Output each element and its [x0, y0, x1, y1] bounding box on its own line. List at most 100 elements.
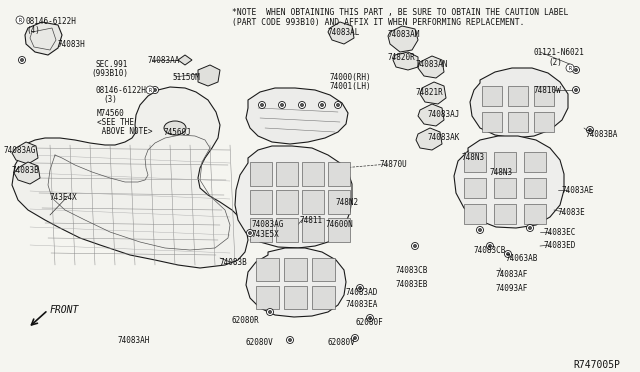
Text: 74811: 74811 — [300, 216, 323, 225]
Polygon shape — [312, 286, 335, 309]
Circle shape — [486, 243, 493, 250]
Polygon shape — [534, 112, 554, 132]
Circle shape — [575, 89, 577, 92]
Polygon shape — [198, 65, 220, 86]
Text: 62080F: 62080F — [355, 318, 383, 327]
Text: 743E4X: 743E4X — [50, 193, 77, 202]
Ellipse shape — [164, 121, 186, 135]
Circle shape — [16, 16, 24, 24]
Polygon shape — [524, 178, 546, 198]
Circle shape — [575, 68, 577, 71]
Text: 08146-6122H: 08146-6122H — [26, 17, 77, 26]
Polygon shape — [250, 162, 272, 186]
Circle shape — [19, 57, 26, 64]
Polygon shape — [524, 204, 546, 224]
Circle shape — [266, 308, 273, 315]
Polygon shape — [328, 218, 350, 242]
Text: (2): (2) — [548, 58, 562, 67]
Text: FRONT: FRONT — [50, 305, 79, 315]
Polygon shape — [250, 190, 272, 214]
Text: 74083BA: 74083BA — [586, 130, 618, 139]
Polygon shape — [178, 55, 192, 65]
Circle shape — [477, 227, 483, 234]
Text: *NOTE  WHEN OBTAINING THIS PART , BE SURE TO OBTAIN THE CAUTION LABEL
(PART CODE: *NOTE WHEN OBTAINING THIS PART , BE SURE… — [232, 8, 568, 28]
Circle shape — [412, 243, 419, 250]
Polygon shape — [393, 52, 418, 70]
Text: 74083CB: 74083CB — [474, 246, 506, 255]
Polygon shape — [12, 87, 248, 268]
Text: 74001(LH): 74001(LH) — [330, 82, 372, 91]
Text: 748N3: 748N3 — [490, 168, 513, 177]
Text: 74870U: 74870U — [380, 160, 408, 169]
Circle shape — [20, 58, 24, 62]
Polygon shape — [508, 86, 528, 106]
Polygon shape — [256, 286, 279, 309]
Text: 748N3: 748N3 — [462, 153, 485, 162]
Circle shape — [146, 86, 154, 94]
Text: 74083AD: 74083AD — [345, 288, 378, 297]
Polygon shape — [256, 258, 279, 281]
Circle shape — [479, 228, 481, 232]
Circle shape — [566, 64, 574, 72]
Text: 74083CB: 74083CB — [395, 266, 428, 275]
Text: 74810W: 74810W — [534, 86, 562, 95]
Circle shape — [248, 231, 252, 235]
Polygon shape — [284, 258, 307, 281]
Text: 74083AE: 74083AE — [562, 186, 595, 195]
Text: 74560J: 74560J — [163, 128, 191, 137]
Text: 01121-N6021: 01121-N6021 — [534, 48, 585, 57]
Polygon shape — [14, 162, 40, 184]
Circle shape — [152, 87, 159, 93]
Polygon shape — [284, 286, 307, 309]
Circle shape — [586, 126, 593, 134]
Text: 74063AB: 74063AB — [506, 254, 538, 263]
Text: 08146-6122H: 08146-6122H — [96, 86, 147, 95]
Polygon shape — [302, 218, 324, 242]
Text: 74000(RH): 74000(RH) — [330, 73, 372, 82]
Polygon shape — [328, 22, 354, 44]
Text: 74600N: 74600N — [326, 220, 354, 229]
Text: 74821R: 74821R — [415, 88, 443, 97]
Circle shape — [369, 317, 372, 320]
Polygon shape — [12, 142, 38, 164]
Circle shape — [298, 102, 305, 109]
Text: 74083B: 74083B — [220, 258, 248, 267]
Text: 74083EB: 74083EB — [395, 280, 428, 289]
Text: R747005P: R747005P — [573, 360, 620, 370]
Text: 62080R: 62080R — [232, 316, 260, 325]
Polygon shape — [464, 178, 486, 198]
Circle shape — [573, 67, 579, 74]
Circle shape — [287, 337, 294, 343]
Polygon shape — [388, 26, 418, 52]
Circle shape — [259, 102, 266, 109]
Polygon shape — [418, 104, 444, 126]
Circle shape — [289, 339, 292, 341]
Circle shape — [337, 103, 340, 106]
Polygon shape — [418, 56, 444, 78]
Text: 743E5X: 743E5X — [252, 230, 280, 239]
Text: 74083H: 74083H — [57, 40, 84, 49]
Circle shape — [154, 89, 157, 92]
Polygon shape — [250, 218, 272, 242]
Text: M74560: M74560 — [97, 109, 125, 118]
Circle shape — [529, 227, 532, 230]
Polygon shape — [246, 88, 348, 144]
Text: 74083AK: 74083AK — [428, 133, 460, 142]
Polygon shape — [312, 258, 335, 281]
Text: 74083AF: 74083AF — [496, 270, 529, 279]
Text: 74083EA: 74083EA — [345, 300, 378, 309]
Polygon shape — [302, 162, 324, 186]
Text: 62080V: 62080V — [328, 338, 356, 347]
Polygon shape — [25, 22, 62, 55]
Circle shape — [367, 314, 374, 321]
Text: <SEE THE: <SEE THE — [97, 118, 134, 127]
Polygon shape — [454, 136, 564, 228]
Text: 748N2: 748N2 — [336, 198, 359, 207]
Text: (4): (4) — [26, 26, 40, 35]
Polygon shape — [246, 248, 346, 317]
Text: 74083AM: 74083AM — [388, 30, 420, 39]
Polygon shape — [302, 190, 324, 214]
Circle shape — [356, 285, 364, 292]
Text: 74083AJ: 74083AJ — [428, 110, 460, 119]
Circle shape — [246, 230, 253, 237]
